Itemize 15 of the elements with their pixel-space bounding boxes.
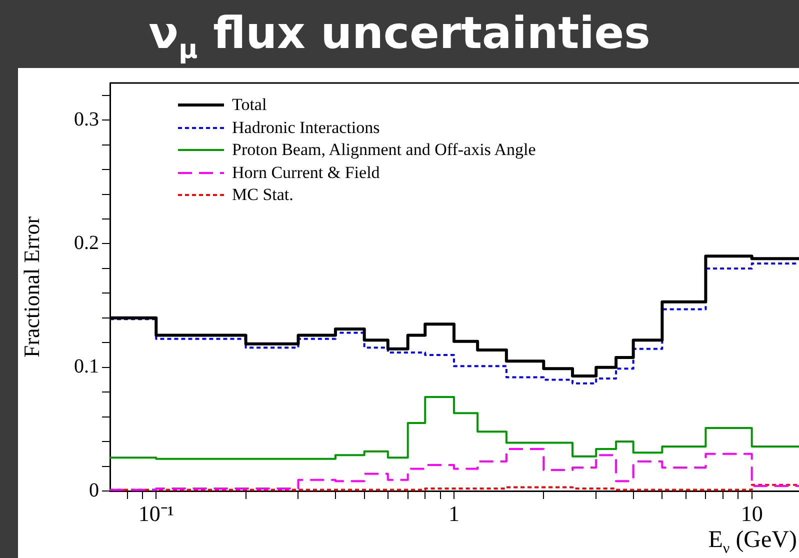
- chart-title: ν$_{μ}$ flux uncertainties: [148, 8, 652, 65]
- y-tick-label: 0.3: [74, 108, 99, 130]
- y-tick-label: 0.2: [74, 232, 99, 254]
- y-axis-title: Fractional Error: [18, 216, 44, 358]
- legend-label: Horn Current & Field: [232, 162, 380, 184]
- legend-label: Total: [232, 94, 267, 116]
- x-tick-label: 10⁻¹: [138, 500, 174, 526]
- legend-label: MC Stat.: [232, 184, 294, 206]
- x-axis-title: E$_{ν}$ (GeV): [708, 527, 797, 558]
- x-tick-label: 1: [448, 500, 460, 526]
- legend-label: Proton Beam, Alignment and Off-axis Angle: [232, 139, 536, 161]
- y-tick-label: 0: [89, 479, 99, 502]
- x-tick-label: 10: [740, 500, 763, 526]
- y-tick-label: 0.1: [74, 356, 99, 378]
- legend-label: Hadronic Interactions: [232, 116, 380, 138]
